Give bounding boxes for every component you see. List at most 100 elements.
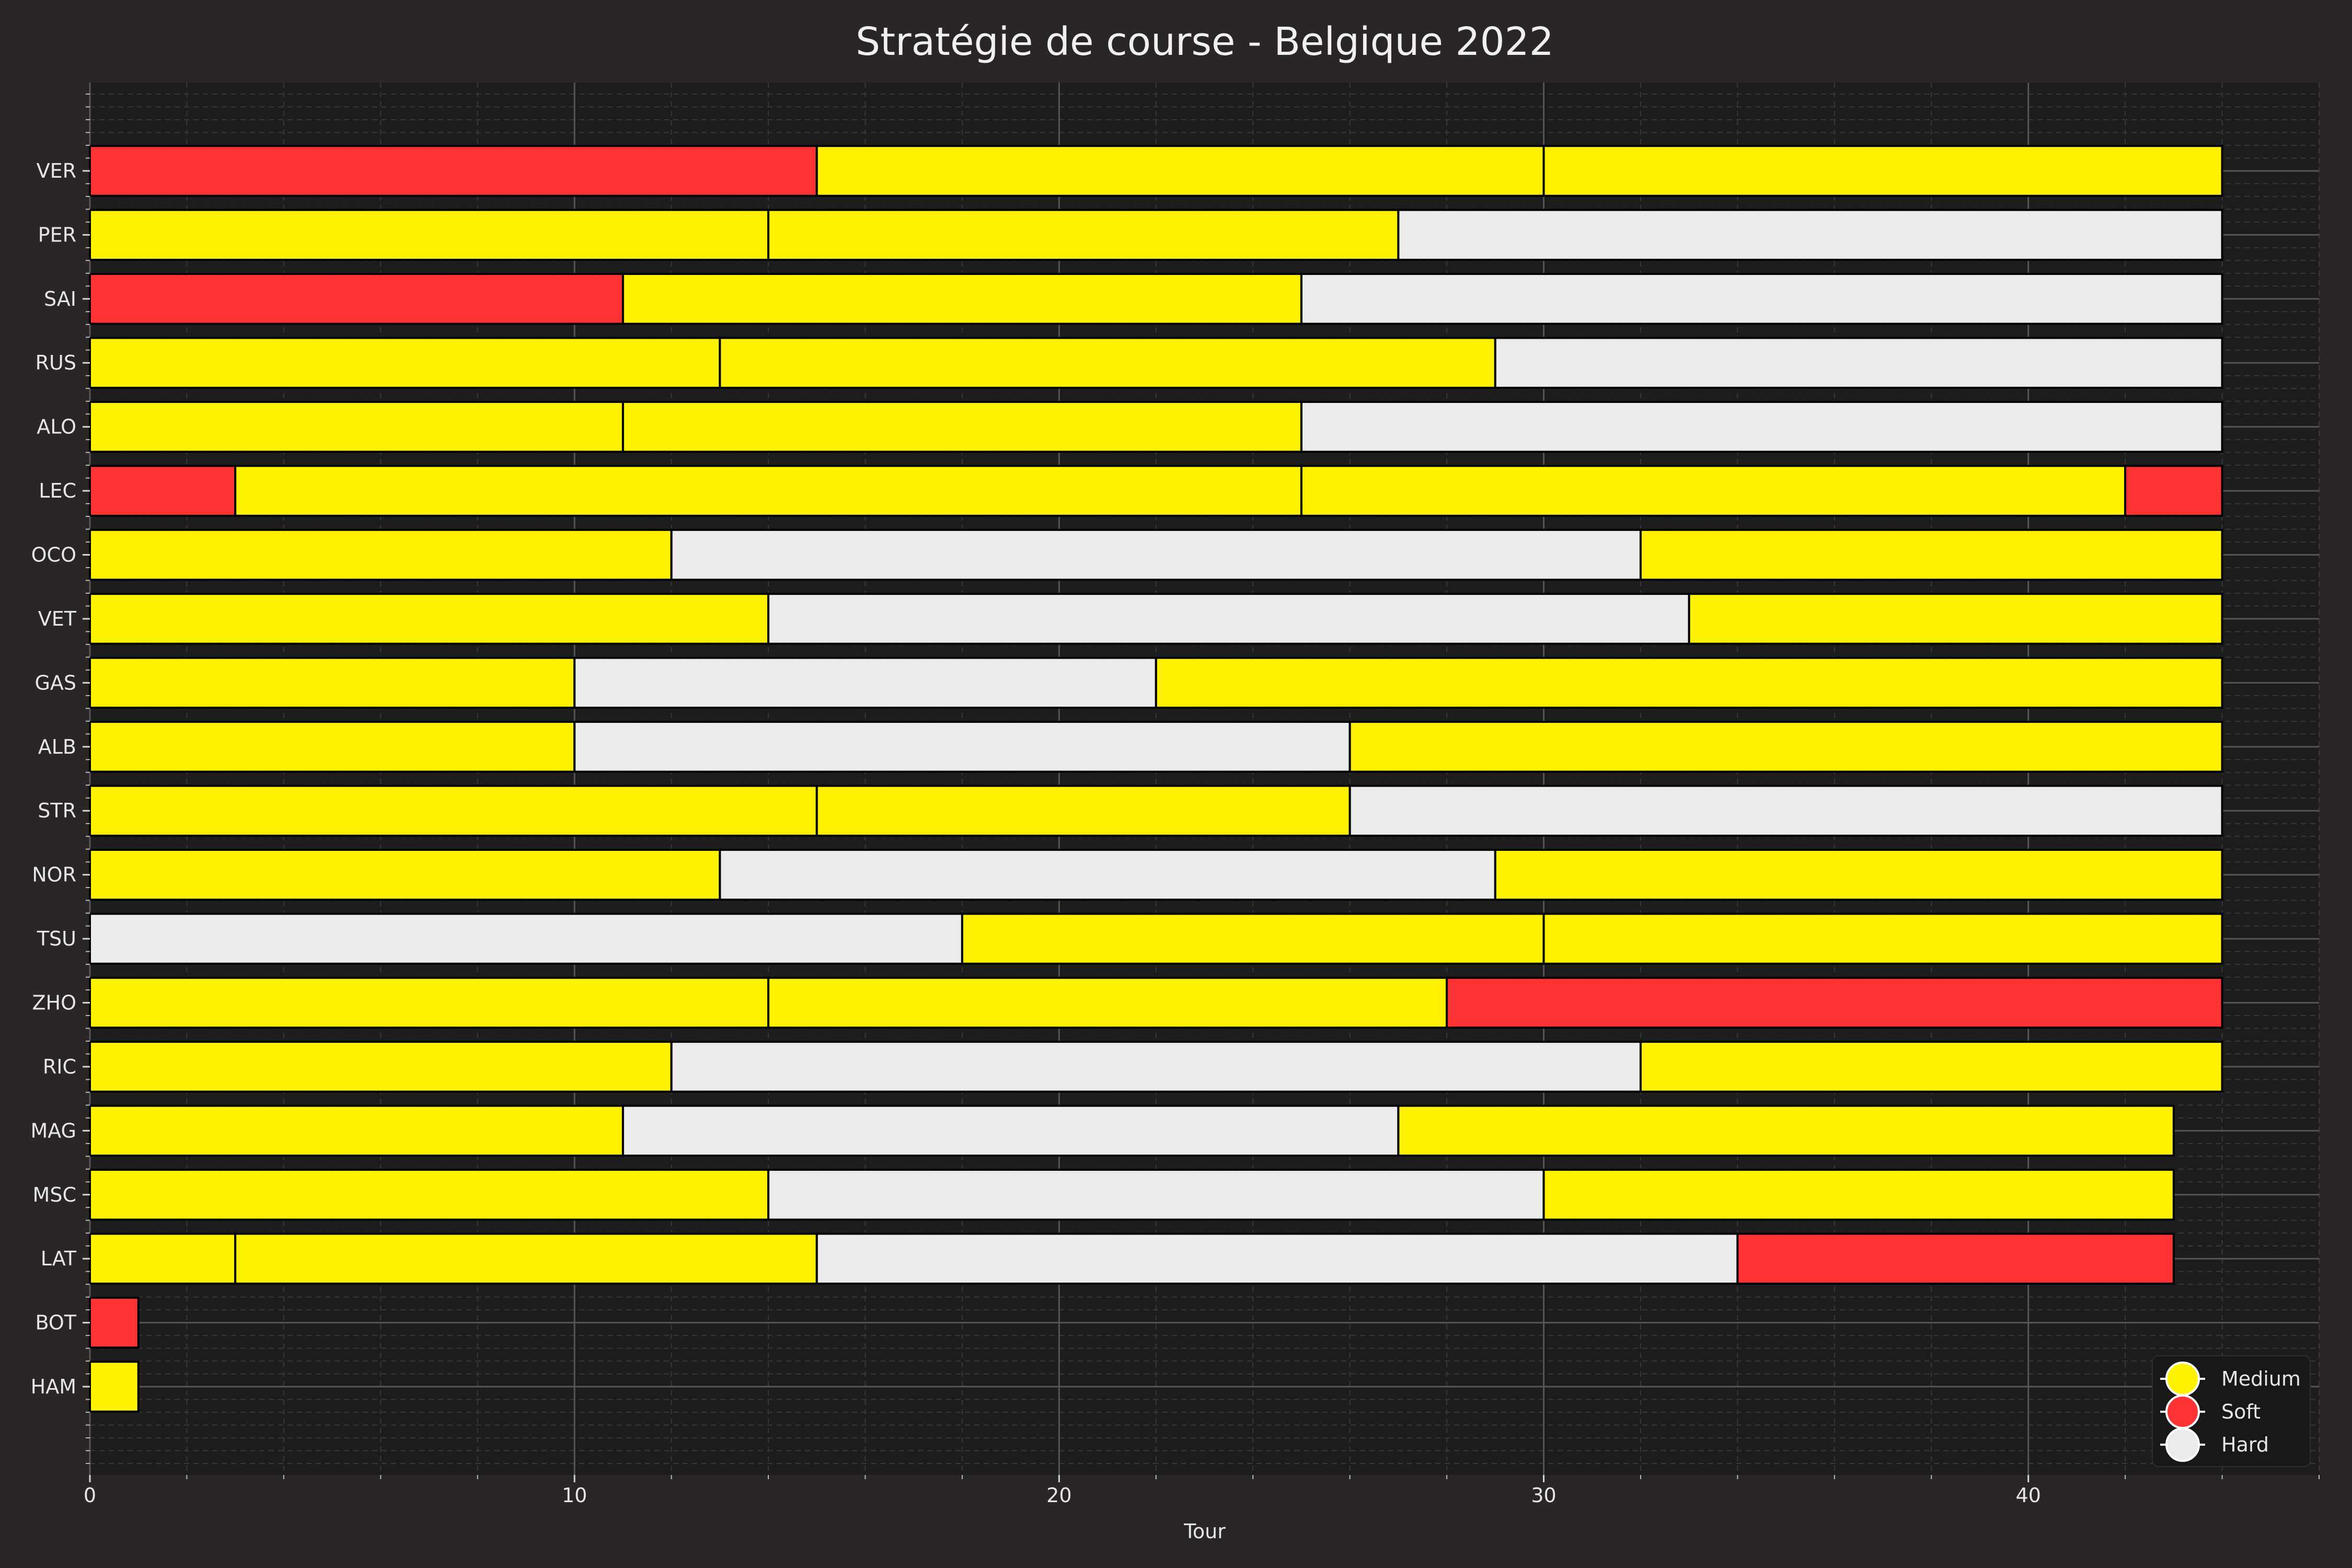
stint-bar-medium bbox=[1494, 848, 2223, 901]
stint-bar-medium bbox=[767, 976, 1448, 1029]
stint-bar-medium bbox=[815, 145, 1545, 197]
stint-bar-soft bbox=[89, 273, 624, 325]
stint-bar-medium bbox=[89, 656, 576, 709]
stint-bar-medium bbox=[1300, 465, 2127, 517]
stint-bar-medium bbox=[89, 1104, 624, 1157]
stint-bar-medium bbox=[767, 209, 1400, 261]
driver-label: STR bbox=[38, 799, 76, 822]
x-tick-label: 0 bbox=[84, 1484, 96, 1507]
stint-bar-medium bbox=[621, 273, 1302, 325]
driver-label: PER bbox=[38, 223, 76, 246]
stint-bar-medium bbox=[89, 528, 673, 581]
stint-bar-hard bbox=[670, 528, 1642, 581]
stint-bar-hard bbox=[621, 1104, 1400, 1157]
driver-label: VER bbox=[37, 159, 76, 182]
legend-item-hard: Hard bbox=[2160, 1427, 2269, 1462]
driver-label: GAS bbox=[34, 671, 76, 694]
stint-bar-medium bbox=[1397, 1104, 2175, 1157]
driver-label: OCO bbox=[31, 544, 76, 567]
x-axis-label: Tour bbox=[1183, 1520, 1226, 1543]
stint-bars bbox=[89, 145, 2223, 1413]
stint-bar-medium bbox=[1542, 913, 2223, 965]
stint-bar-hard bbox=[670, 1041, 1642, 1093]
stint-bar-medium bbox=[1639, 528, 2223, 581]
stint-bar-medium bbox=[89, 209, 770, 261]
driver-label: TSU bbox=[37, 927, 76, 950]
stint-bar-hard bbox=[1397, 209, 2223, 261]
x-tick-label: 20 bbox=[1046, 1484, 1071, 1507]
x-tick-label: 10 bbox=[562, 1484, 587, 1507]
stint-bar-medium bbox=[234, 465, 1302, 517]
stint-bar-medium bbox=[1639, 1041, 2223, 1093]
stint-bar-medium bbox=[89, 721, 576, 773]
driver-label: LEC bbox=[39, 479, 76, 502]
legend-label: Hard bbox=[2221, 1433, 2269, 1456]
driver-label: ALB bbox=[38, 735, 76, 758]
stint-bar-medium bbox=[89, 848, 721, 901]
driver-label: RUS bbox=[36, 351, 76, 374]
driver-label: HAM bbox=[31, 1375, 76, 1398]
stint-bar-hard bbox=[719, 848, 1496, 901]
x-axis: 0 10 20 30 40 bbox=[84, 1475, 2320, 1507]
stint-bar-medium bbox=[1542, 1169, 2175, 1221]
stint-bar-hard bbox=[1494, 337, 2223, 389]
y-axis: VER PER SAI RUS ALO LEC OCO VET GAS ALB STR NOR TSU Z… bbox=[30, 94, 90, 1464]
stint-bar-hard bbox=[815, 1232, 1739, 1285]
stint-bar-medium bbox=[621, 400, 1302, 453]
stint-bar-medium bbox=[1155, 656, 2223, 709]
legend-item-medium: Medium bbox=[2160, 1362, 2301, 1396]
legend-marker-medium bbox=[2165, 1362, 2200, 1396]
stint-bar-hard bbox=[1300, 273, 2223, 325]
x-tick-label: 30 bbox=[1531, 1484, 1556, 1507]
driver-label: ALO bbox=[37, 416, 76, 439]
driver-label: LAT bbox=[41, 1247, 77, 1270]
stint-bar-hard bbox=[1348, 785, 2223, 837]
stint-bar-medium bbox=[89, 785, 818, 837]
x-tick-label: 40 bbox=[2016, 1484, 2041, 1507]
stint-bar-soft bbox=[2124, 465, 2223, 517]
driver-label: RIC bbox=[43, 1055, 76, 1078]
legend-item-soft: Soft bbox=[2160, 1394, 2261, 1429]
stint-bar-soft bbox=[89, 1296, 140, 1349]
stint-bar-medium bbox=[89, 400, 624, 453]
legend: Medium Soft Hard bbox=[2152, 1355, 2311, 1467]
driver-label: SAI bbox=[44, 287, 76, 310]
stint-bar-hard bbox=[1300, 400, 2223, 453]
stint-bar-hard bbox=[573, 721, 1351, 773]
stint-bar-hard bbox=[89, 913, 963, 965]
driver-label: ZHO bbox=[32, 991, 76, 1014]
legend-label: Soft bbox=[2221, 1400, 2261, 1423]
stint-bar-medium bbox=[815, 785, 1351, 837]
legend-marker-soft bbox=[2165, 1394, 2200, 1429]
stint-bar-medium bbox=[1348, 721, 2223, 773]
stint-bar-medium bbox=[1688, 593, 2223, 645]
stint-bar-soft bbox=[89, 145, 818, 197]
driver-label: VET bbox=[38, 607, 77, 630]
stint-bar-soft bbox=[89, 465, 237, 517]
driver-label: NOR bbox=[32, 863, 76, 886]
stint-bar-soft bbox=[1736, 1232, 2175, 1285]
stint-bar-soft bbox=[1446, 976, 2223, 1029]
driver-label: BOT bbox=[35, 1311, 76, 1334]
stint-bar-medium bbox=[234, 1232, 818, 1285]
stint-bar-medium bbox=[961, 913, 1545, 965]
stint-bar-medium bbox=[89, 1232, 237, 1285]
stint-bar-hard bbox=[573, 656, 1157, 709]
driver-label: MAG bbox=[30, 1119, 76, 1142]
stint-bar-medium bbox=[89, 1169, 770, 1221]
legend-label: Medium bbox=[2221, 1367, 2301, 1390]
stint-bar-medium bbox=[89, 337, 721, 389]
legend-marker-hard bbox=[2165, 1427, 2200, 1462]
stint-bar-hard bbox=[767, 593, 1690, 645]
stint-bar-medium bbox=[89, 1361, 140, 1413]
stint-bar-medium bbox=[89, 976, 770, 1029]
driver-label: MSC bbox=[33, 1183, 76, 1206]
stint-bar-medium bbox=[719, 337, 1496, 389]
stint-bar-medium bbox=[1542, 145, 2223, 197]
chart-title: Stratégie de course - Belgique 2022 bbox=[856, 19, 1554, 64]
stint-bar-hard bbox=[767, 1169, 1545, 1221]
stint-bar-medium bbox=[89, 1041, 673, 1093]
stint-bar-medium bbox=[89, 593, 770, 645]
